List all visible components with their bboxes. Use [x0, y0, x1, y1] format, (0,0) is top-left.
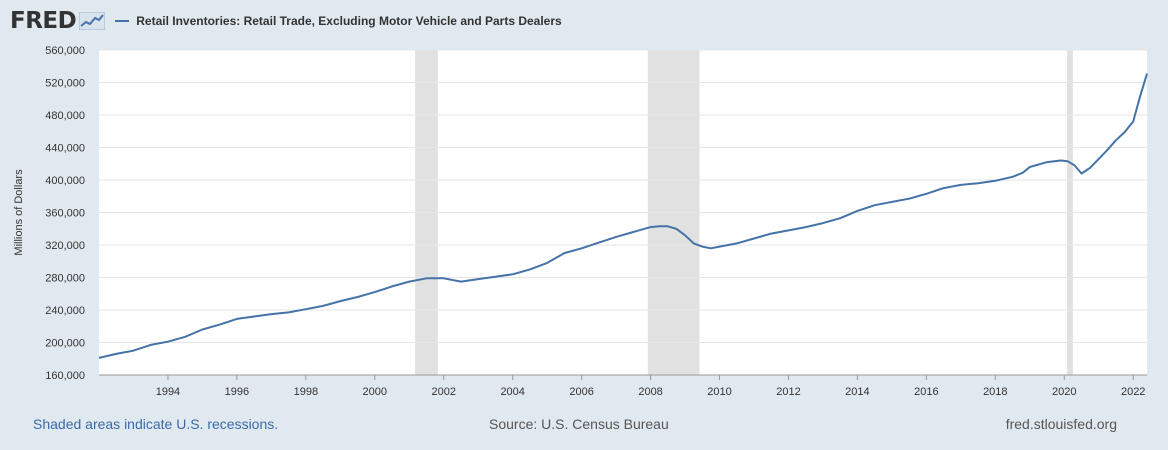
chart-legend: Retail Inventories: Retail Trade, Exclud…: [115, 14, 562, 28]
y-tick-label: 200,000: [45, 338, 85, 350]
y-tick-label: 560,000: [45, 45, 85, 57]
fred-logo-text: FRED: [10, 8, 77, 34]
x-tick-label: 2022: [1121, 386, 1145, 398]
x-tick-label: 2020: [1052, 386, 1076, 398]
y-tick-label: 160,000: [45, 370, 85, 382]
x-tick-label: 2000: [363, 386, 387, 398]
y-axis-label: Millions of Dollars: [13, 169, 25, 256]
y-tick-label: 240,000: [45, 305, 85, 317]
y-tick-label: 320,000: [45, 240, 85, 252]
x-tick-label: 2018: [983, 386, 1007, 398]
x-tick-label: 1996: [225, 386, 249, 398]
x-tick-label: 1998: [294, 386, 318, 398]
y-tick-label: 440,000: [45, 143, 85, 155]
site-credit[interactable]: fred.stlouisfed.org: [1005, 416, 1117, 432]
series-line: [98, 73, 1148, 359]
recession-note: Shaded areas indicate U.S. recessions.: [33, 416, 279, 432]
x-tick-label: 2010: [707, 386, 731, 398]
legend-swatch: [115, 20, 130, 22]
x-tick-label: 2014: [845, 386, 869, 398]
x-tick-label: 2008: [638, 386, 662, 398]
x-tick-label: 2012: [776, 386, 800, 398]
y-tick-label: 400,000: [45, 175, 85, 187]
source-credit: Source: U.S. Census Bureau: [489, 416, 669, 432]
fred-logo[interactable]: FRED: [10, 8, 106, 34]
y-tick-label: 280,000: [45, 273, 85, 285]
x-tick-label: 2016: [914, 386, 938, 398]
x-tick-label: 2006: [569, 386, 593, 398]
x-tick-label: 2002: [431, 386, 455, 398]
y-tick-label: 480,000: [45, 110, 85, 122]
y-tick-label: 360,000: [45, 208, 85, 220]
fred-graph-icon: [79, 12, 106, 30]
chart-header: FRED Retail Inventories: Retail Trade, E…: [10, 6, 562, 36]
x-tick-label: 2004: [500, 386, 524, 398]
x-tick-label: 1994: [156, 386, 180, 398]
line-chart: 160,000 200,000 240,000 280,000 320,000 360,0…: [13, 45, 1148, 398]
legend-label: Retail Inventories: Retail Trade, Exclud…: [136, 14, 562, 28]
y-tick-label: 520,000: [45, 78, 85, 90]
